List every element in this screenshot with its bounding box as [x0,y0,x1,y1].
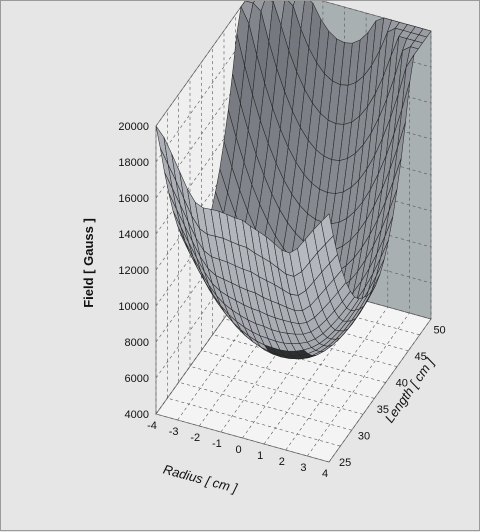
x-tick-label: -1 [212,438,222,450]
x-tick-label: 1 [257,450,263,462]
z-tick-label: 16000 [118,193,149,205]
x-axis-title: Radius [ cm ] [162,462,240,496]
z-tick-label: 20000 [118,121,149,133]
z-tick-label: 18000 [118,157,149,169]
x-tick-label: 3 [300,462,306,474]
x-tick-label: -2 [190,432,200,444]
z-tick-label: 10000 [118,301,149,313]
y-tick-label: 30 [358,431,370,443]
x-tick-label: 0 [235,444,241,456]
z-tick-label: 6000 [125,373,149,385]
x-tick-label: -4 [147,420,157,432]
z-tick-label: 8000 [125,337,149,349]
x-tick-label: 4 [322,468,328,480]
y-tick-label: 50 [433,325,445,337]
z-tick-label: 14000 [118,229,149,241]
z-tick-label: 4000 [125,409,149,421]
z-tick-label: 12000 [118,265,149,277]
x-tick-label: -3 [169,426,179,438]
z-axis-title: Field [ Gauss ] [81,218,96,308]
y-tick-label: 25 [339,457,351,469]
x-tick-label: 2 [279,456,285,468]
